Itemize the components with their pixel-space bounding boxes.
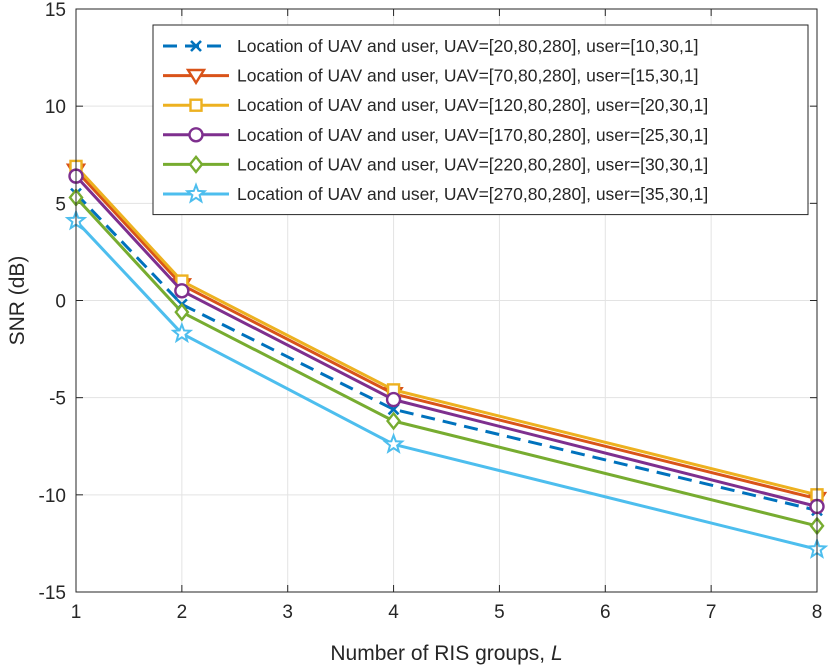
x-axis-label-var: L xyxy=(551,642,563,665)
y-axis-label: SNR (dB) xyxy=(6,256,29,346)
series-6 xyxy=(64,208,829,559)
y-tick-label: -15 xyxy=(39,583,66,604)
series-4 xyxy=(68,168,825,515)
legend-marker xyxy=(185,68,207,86)
y-tick-label: 0 xyxy=(55,292,66,313)
legend-item-4: Location of UAV and user, UAV=[170,80,28… xyxy=(163,125,708,145)
legend-marker xyxy=(184,182,208,204)
series-4-point xyxy=(174,283,190,299)
series-3-line xyxy=(74,165,818,497)
legend-label: Location of UAV and user, UAV=[120,80,28… xyxy=(237,95,708,115)
series-6-point xyxy=(382,432,405,454)
y-tick-label: 5 xyxy=(55,194,66,215)
legend-marker xyxy=(188,154,204,174)
x-tick-label: 5 xyxy=(494,602,505,623)
y-tick-label: 10 xyxy=(45,97,66,118)
x-tick-label: 7 xyxy=(706,602,717,623)
series-4-line xyxy=(74,175,818,508)
x-tick-label: 2 xyxy=(177,602,188,623)
x-tick-label: 4 xyxy=(388,602,399,623)
series-5 xyxy=(68,188,825,536)
series-2-line xyxy=(74,169,818,501)
legend-item-6: Location of UAV and user, UAV=[270,80,28… xyxy=(163,182,708,204)
legend-marker xyxy=(188,127,204,143)
series-1 xyxy=(70,187,823,517)
legend-box xyxy=(152,24,809,216)
legend-label: Location of UAV and user, UAV=[170,80,28… xyxy=(237,125,708,145)
series-1-line xyxy=(74,192,818,512)
x-tick-label: 8 xyxy=(812,602,823,623)
y-axis-ticks: -15 -10 -5 0 5 10 15 xyxy=(39,0,817,604)
legend-label: Location of UAV and user, UAV=[70,80,280… xyxy=(237,66,698,86)
plot-frame xyxy=(75,8,818,593)
x-tick-label: 1 xyxy=(71,602,82,623)
series-6-line xyxy=(74,219,818,551)
legend-label: Location of UAV and user, UAV=[220,80,28… xyxy=(237,154,708,174)
legend-item-5: Location of UAV and user, UAV=[220,80,28… xyxy=(163,154,708,174)
x-axis-ticks: 1 2 3 4 5 6 7 8 xyxy=(71,9,823,623)
legend-marker xyxy=(189,98,203,112)
y-tick-label: 15 xyxy=(45,0,66,21)
series-4-point xyxy=(385,391,402,408)
legend-marker xyxy=(190,40,202,52)
legend-label: Location of UAV and user, UAV=[20,80,280… xyxy=(237,36,698,56)
x-axis-label-text: Number of RIS groups, xyxy=(330,642,551,665)
legend-item-2: Location of UAV and user, UAV=[70,80,280… xyxy=(163,66,698,86)
series-5-line xyxy=(74,196,818,528)
series-5-point xyxy=(174,302,190,322)
legend: Location of UAV and user, UAV=[20,80,280… xyxy=(152,24,809,216)
series-layer xyxy=(64,159,829,559)
legend-item-3: Location of UAV and user, UAV=[120,80,28… xyxy=(163,95,708,115)
x-tick-label: 6 xyxy=(600,602,611,623)
series-5-point xyxy=(386,411,402,431)
y-tick-label: -10 xyxy=(39,486,66,507)
legend-label: Location of UAV and user, UAV=[270,80,28… xyxy=(237,184,708,204)
legend-item-1: Location of UAV and user, UAV=[20,80,280… xyxy=(163,36,698,56)
x-axis-label: Number of RIS groups, L xyxy=(330,642,562,665)
x-tick-label: 3 xyxy=(282,602,293,623)
series-6-point xyxy=(170,321,194,344)
y-tick-label: -5 xyxy=(49,389,66,410)
